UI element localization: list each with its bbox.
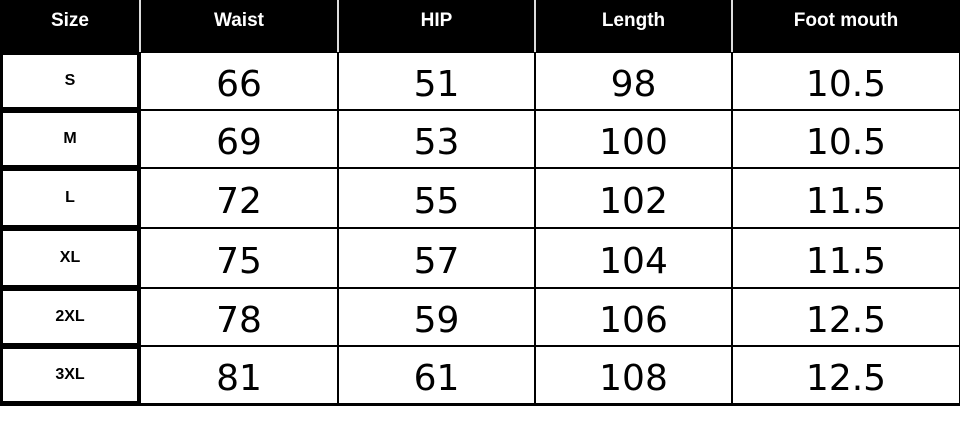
length-cell: 98 <box>536 53 731 109</box>
hip-cell: 59 <box>339 289 534 345</box>
header-label: HIP <box>420 10 453 31</box>
waist-cell: 66 <box>141 53 337 109</box>
foot-mouth-cell: 12.5 <box>733 347 959 403</box>
hip-cell: 57 <box>339 229 534 287</box>
size-cell: M <box>3 113 137 165</box>
waist-cell: 78 <box>141 289 337 345</box>
size-chart-table: Size Waist HIP Length Foot mouth S 66 51 98 10.5 M… <box>0 0 960 406</box>
waist-cell: 69 <box>141 111 337 167</box>
header-size: Size <box>0 0 140 52</box>
column-divider <box>337 0 339 52</box>
size-cell: 3XL <box>3 349 137 401</box>
header-waist: Waist <box>140 0 338 52</box>
column-divider <box>534 0 536 52</box>
header-label: Foot mouth <box>793 10 899 31</box>
waist-cell: 75 <box>141 229 337 287</box>
foot-mouth-cell: 11.5 <box>733 169 959 227</box>
size-cell: S <box>3 55 137 107</box>
size-cell: XL <box>3 231 137 285</box>
size-cell: L <box>3 171 137 225</box>
header-length: Length <box>535 0 732 52</box>
header-foot-mouth: Foot mouth <box>732 0 960 52</box>
waist-cell: 81 <box>141 347 337 403</box>
hip-cell: 51 <box>339 53 534 109</box>
foot-mouth-cell: 10.5 <box>733 111 959 167</box>
length-cell: 106 <box>536 289 731 345</box>
length-cell: 104 <box>536 229 731 287</box>
header-label: Size <box>50 10 90 31</box>
header-hip: HIP <box>338 0 535 52</box>
header-label: Length <box>601 10 666 31</box>
foot-mouth-cell: 11.5 <box>733 229 959 287</box>
column-divider <box>139 0 141 52</box>
length-cell: 108 <box>536 347 731 403</box>
size-cell: 2XL <box>3 291 137 343</box>
hip-cell: 61 <box>339 347 534 403</box>
hip-cell: 55 <box>339 169 534 227</box>
length-cell: 100 <box>536 111 731 167</box>
length-cell: 102 <box>536 169 731 227</box>
foot-mouth-cell: 10.5 <box>733 53 959 109</box>
header-label: Waist <box>214 10 264 31</box>
hip-cell: 53 <box>339 111 534 167</box>
waist-cell: 72 <box>141 169 337 227</box>
foot-mouth-cell: 12.5 <box>733 289 959 345</box>
column-divider <box>731 0 733 52</box>
